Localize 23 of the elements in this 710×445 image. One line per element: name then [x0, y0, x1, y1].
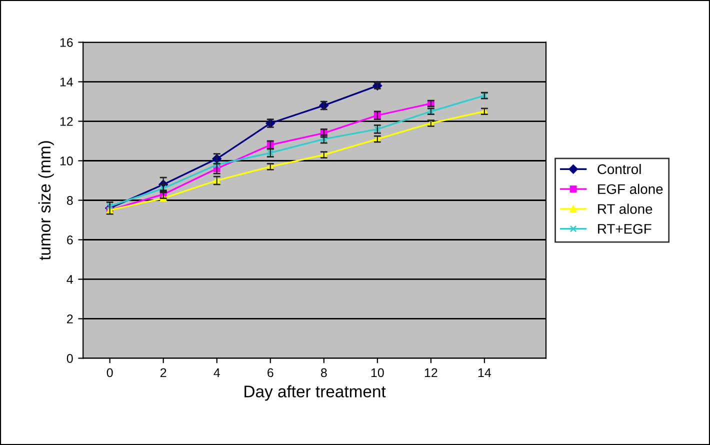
y-axis-title: tumor size (mm)	[38, 141, 54, 260]
y-tick-label: 4	[66, 275, 73, 284]
x-tick-label: 12	[424, 368, 438, 378]
y-tick-label: 12	[60, 117, 73, 126]
x-tick-label: 4	[214, 368, 220, 378]
x-tick-label: 14	[478, 368, 492, 378]
legend-label: EGF alone	[598, 184, 663, 194]
x-tick-label: 2	[160, 368, 166, 378]
y-tick-label: 6	[67, 236, 73, 244]
x-tick-label: 8	[320, 368, 327, 378]
y-tick-label: 2	[67, 314, 73, 324]
y-tick-label: 0	[66, 354, 73, 363]
y-tick-label: 8	[66, 196, 73, 205]
y-tick-label: 16	[60, 38, 73, 47]
x-tick-label: 6	[268, 368, 274, 378]
y-tick-label: 10	[60, 156, 73, 166]
legend-label: RT alone	[598, 204, 652, 214]
legend-label: Control	[598, 164, 641, 174]
x-tick-label: 0	[106, 368, 113, 378]
x-tick-label: 10	[371, 368, 384, 378]
y-tick-label: 14	[60, 78, 73, 86]
x-axis-title: Day after treatment	[244, 385, 386, 401]
legend-label: RT+EGF	[598, 224, 652, 234]
